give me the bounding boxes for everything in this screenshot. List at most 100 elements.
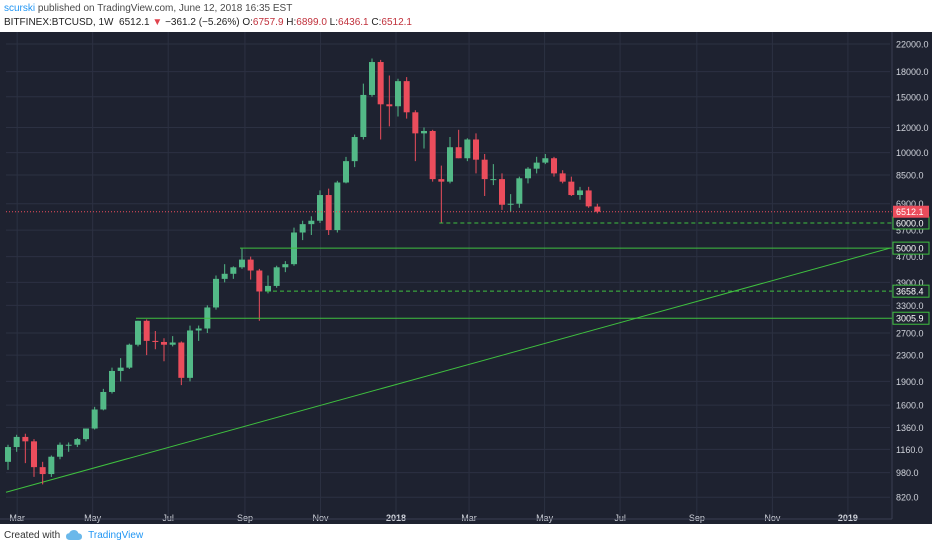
high-label: H: [286, 17, 297, 28]
y-tick-label: 15000.0 [896, 92, 929, 102]
candle-body [22, 436, 29, 442]
candle-body [152, 340, 159, 342]
candle-body [481, 159, 488, 180]
x-tick-label: Mar [9, 513, 25, 523]
y-tick-label: 22000.0 [896, 39, 929, 49]
published-text: published on TradingView.com, June 12, 2… [35, 3, 293, 14]
candle-body [31, 441, 37, 468]
y-tick-label: 10000.0 [896, 148, 929, 158]
candle-body [161, 341, 167, 345]
candle-body [117, 367, 124, 371]
candle-body [299, 224, 306, 233]
y-tick-label: 2300.0 [896, 351, 924, 361]
candle-body [83, 428, 89, 440]
candle-body [91, 409, 98, 429]
y-tick-label: 980.0 [896, 468, 919, 478]
candle-body [265, 285, 271, 292]
price-chart[interactable]: 820.0 980.0 1160.0 1360.0 1600.0 1900.0 2300.0… [0, 32, 932, 524]
candle-body [421, 130, 427, 134]
candle-body [577, 190, 583, 196]
x-tick-label: Nov [312, 513, 329, 523]
candle-body [490, 179, 497, 181]
y-tick-label: 3900.0 [896, 278, 924, 288]
level-price-label: 5000.0 [896, 244, 924, 254]
price-change: −361.2 (−5.26%) [165, 17, 240, 28]
down-arrow-icon: ▼ [152, 17, 163, 28]
x-tick-label: Jul [614, 513, 626, 523]
chart-background [0, 32, 932, 524]
candle-body [256, 270, 263, 292]
candle-body [447, 147, 453, 182]
open-value: 6757.9 [252, 17, 284, 28]
high-value: 6899.0 [296, 17, 327, 28]
y-tick-label: 5700.0 [896, 226, 924, 236]
candle-body [464, 139, 471, 159]
candle-body [273, 267, 280, 286]
candle-body [499, 179, 505, 205]
candle-body [221, 273, 228, 279]
candle-body [308, 220, 315, 225]
symbol-label: BITFINEX:BTCUSD, 1W [4, 17, 114, 28]
candle-body [516, 178, 523, 204]
last-price: 6512.1 [119, 17, 150, 28]
y-tick-label: 820.0 [896, 493, 919, 503]
x-tick-label: May [536, 513, 554, 523]
candle-body [585, 190, 592, 207]
candle-body [594, 206, 601, 212]
publish-info: scurski published on TradingView.com, Ju… [4, 3, 292, 14]
candle-body [195, 328, 202, 331]
candle-body [13, 436, 20, 448]
candle-body [343, 161, 349, 183]
close-label: C: [371, 17, 382, 28]
author-link[interactable]: scurski [4, 3, 36, 14]
candle-body [247, 259, 254, 271]
candle-body [109, 370, 115, 392]
candle-body [360, 94, 367, 138]
y-tick-label: 3300.0 [896, 301, 924, 311]
candle-body [5, 447, 11, 462]
candle-body [334, 182, 341, 231]
candle-body [135, 320, 141, 345]
candle-body [126, 344, 133, 368]
symbol-info: BITFINEX:BTCUSD, 1W 6512.1 ▼ −361.2 (−5.… [4, 17, 412, 28]
candle-body [282, 264, 289, 268]
trendline [5, 247, 891, 493]
y-tick-label: 6900.0 [896, 199, 924, 209]
x-tick-label: Mar [461, 513, 477, 523]
x-tick-label: 2019 [838, 513, 858, 523]
candle-body [429, 130, 436, 180]
y-tick-label: 8500.0 [896, 171, 924, 181]
y-tick-label: 12000.0 [896, 123, 929, 133]
candle-body [473, 139, 479, 160]
low-value: 6436.1 [338, 17, 369, 28]
x-tick-label: Nov [764, 513, 781, 523]
y-tick-label: 18000.0 [896, 67, 929, 77]
level-price-tag [892, 311, 930, 325]
candle-body [403, 81, 410, 113]
candle-body [213, 278, 219, 308]
x-tick-label: Sep [237, 513, 253, 523]
y-tick-label: 4700.0 [896, 252, 924, 262]
candle-body [169, 342, 176, 345]
candle-body [525, 168, 531, 179]
candle-body [239, 259, 245, 268]
candle-body [438, 179, 445, 182]
candle-body [455, 147, 462, 159]
last-price-tag [893, 205, 929, 218]
close-value: 6512.1 [381, 17, 412, 28]
level-price-label: 3005.9 [896, 314, 924, 324]
tradingview-brand[interactable]: TradingView [88, 530, 144, 541]
x-tick-label: May [84, 513, 102, 523]
candle-body [74, 439, 81, 445]
candle-body [230, 267, 237, 274]
low-label: L: [329, 17, 339, 28]
candle-body [65, 444, 72, 446]
open-label: O: [242, 17, 253, 28]
tradingview-cloud-icon [66, 530, 83, 540]
candle-body [542, 158, 549, 163]
candle-body [39, 467, 46, 475]
y-tick-label: 1360.0 [896, 423, 924, 433]
candle-body [395, 81, 401, 107]
x-tick-label: 2018 [386, 513, 406, 523]
candle-body [533, 162, 540, 169]
